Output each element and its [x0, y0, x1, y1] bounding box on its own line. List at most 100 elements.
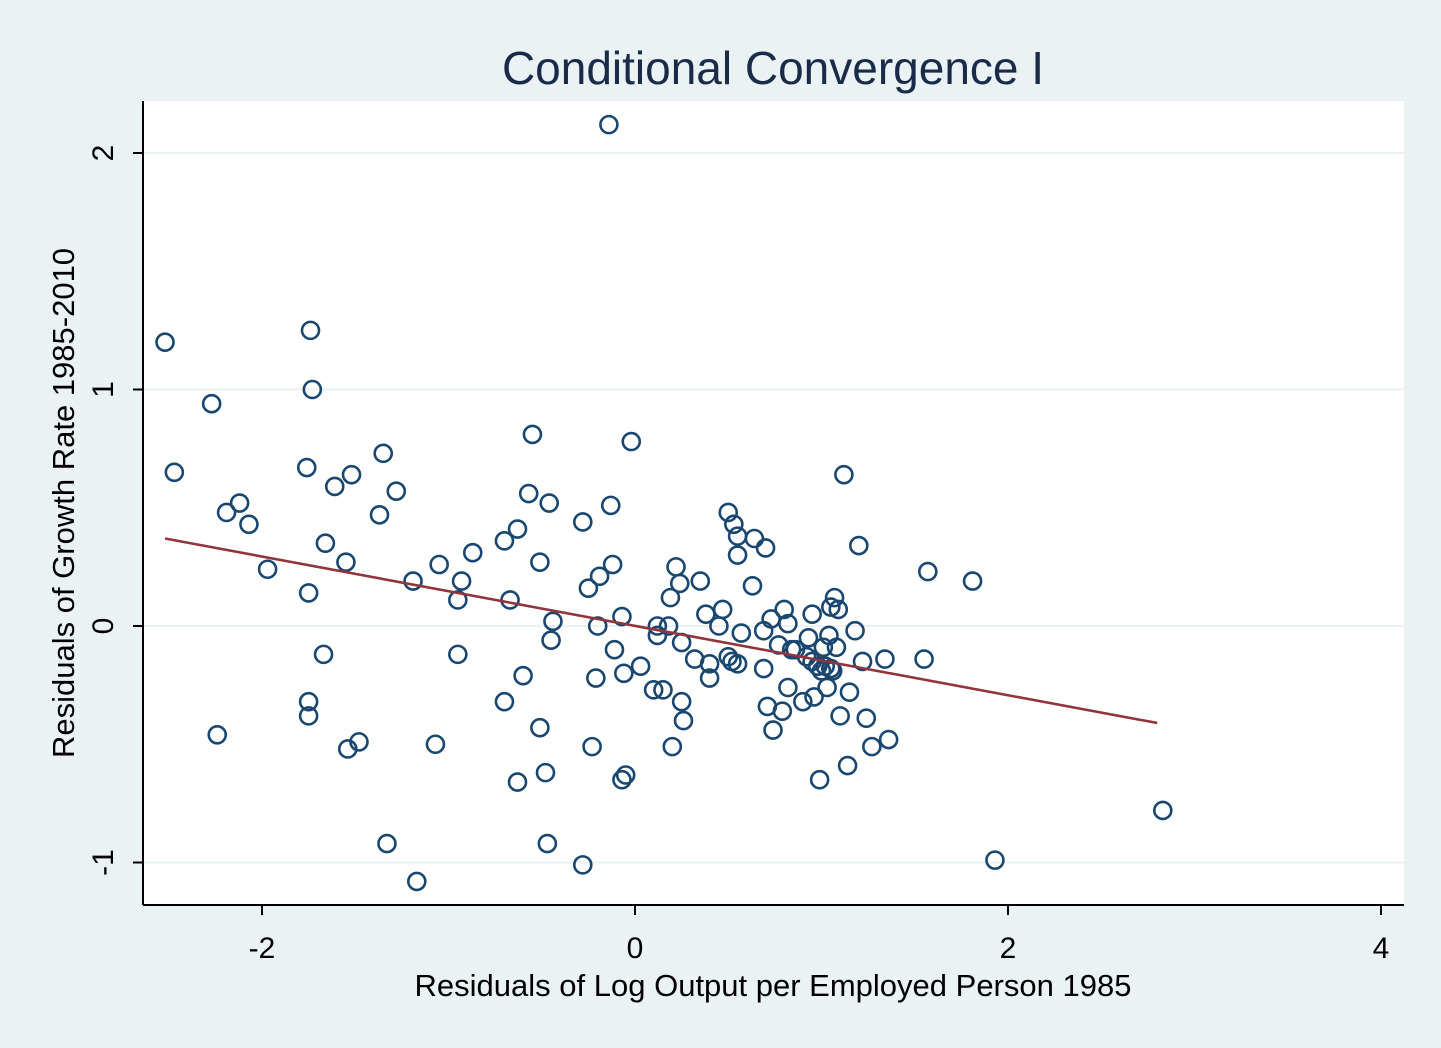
data-point: [630, 656, 651, 677]
data-point: [755, 538, 776, 558]
data-point: [875, 649, 895, 669]
data-point: [229, 493, 250, 513]
data-point: [373, 443, 394, 464]
data-point: [448, 644, 468, 665]
data-point: [406, 871, 427, 892]
data-point: [522, 424, 543, 445]
data-point: [837, 755, 858, 776]
data-point: [793, 691, 813, 712]
fit-line: [164, 537, 1158, 725]
data-point: [918, 561, 938, 582]
x-tick-label: -2: [249, 932, 276, 965]
data-point: [856, 708, 877, 729]
data-point: [763, 720, 783, 740]
data-points: [155, 114, 1173, 892]
data-point: [878, 729, 899, 750]
data-point: [742, 575, 763, 596]
data-point: [848, 535, 869, 556]
data-point: [673, 710, 694, 731]
data-point: [699, 654, 720, 674]
x-axis-label: Residuals of Log Output per Employed Per…: [415, 968, 1132, 1003]
data-point: [216, 502, 237, 523]
data-point: [712, 599, 733, 620]
data-point: [798, 628, 819, 648]
data-point: [612, 606, 632, 627]
data-point: [207, 724, 228, 745]
data-point: [699, 668, 720, 688]
data-point: [985, 850, 1005, 870]
x-tick-label: 4: [1373, 932, 1390, 965]
data-point: [602, 554, 623, 575]
data-point: [589, 566, 610, 587]
data-point: [599, 114, 619, 135]
data-point: [586, 668, 606, 688]
data-point: [647, 616, 668, 636]
chart-title: Conditional Convergence I: [502, 42, 1044, 94]
data-point: [821, 658, 841, 679]
data-point: [914, 649, 934, 669]
data-point: [662, 736, 683, 757]
data-point: [604, 639, 625, 660]
data-point: [587, 616, 608, 636]
data-point: [724, 514, 744, 535]
data-point: [257, 559, 278, 580]
data-point: [1152, 800, 1173, 821]
data-point: [852, 651, 873, 672]
data-point: [727, 654, 748, 674]
data-point: [824, 587, 845, 608]
data-point: [727, 545, 748, 565]
y-tick-label: -1: [87, 849, 120, 876]
data-point: [572, 512, 593, 532]
data-point: [653, 680, 673, 700]
data-point: [451, 571, 472, 591]
data-point: [671, 691, 692, 712]
data-point: [658, 616, 679, 636]
data-point: [349, 732, 369, 752]
y-tick-label: 1: [87, 381, 120, 398]
data-point: [201, 393, 222, 414]
data-point: [429, 554, 449, 575]
data-point: [155, 332, 175, 353]
data-point: [643, 680, 664, 700]
data-point: [753, 658, 774, 679]
data-point: [813, 637, 834, 658]
data-point: [817, 677, 837, 698]
data-point: [539, 493, 560, 513]
x-tick-label: 2: [1000, 932, 1017, 965]
data-point: [572, 855, 593, 875]
data-point: [300, 320, 321, 341]
data-point: [615, 765, 636, 785]
y-ticks: -1 0 1 2: [87, 145, 143, 876]
data-point: [614, 663, 634, 684]
data-point: [535, 762, 556, 783]
data-point: [324, 476, 345, 497]
data-point: [403, 571, 423, 591]
data-point: [530, 717, 550, 738]
data-point: [772, 701, 793, 721]
data-point: [296, 457, 317, 478]
data-point: [164, 462, 185, 483]
data-point: [778, 613, 798, 634]
data-point: [804, 687, 824, 707]
data-point: [425, 734, 446, 755]
data-point: [962, 571, 983, 591]
data-point: [315, 533, 336, 554]
data-point: [809, 769, 830, 790]
data-point: [518, 483, 539, 504]
data-point: [845, 620, 865, 641]
fit-line-group: [164, 537, 1158, 725]
data-point: [298, 691, 319, 712]
data-point: [830, 706, 850, 726]
data-point: [660, 587, 681, 608]
data-point: [774, 599, 795, 620]
data-point: [507, 772, 528, 792]
data-point: [543, 611, 563, 632]
x-tick-label: 0: [627, 932, 644, 965]
data-point: [507, 519, 528, 539]
data-point: [718, 502, 739, 523]
data-point: [669, 573, 690, 594]
plot-area: [143, 101, 1404, 905]
y-tick-label: 2: [87, 145, 120, 162]
x-ticks: -2 0 2 4: [249, 905, 1390, 965]
